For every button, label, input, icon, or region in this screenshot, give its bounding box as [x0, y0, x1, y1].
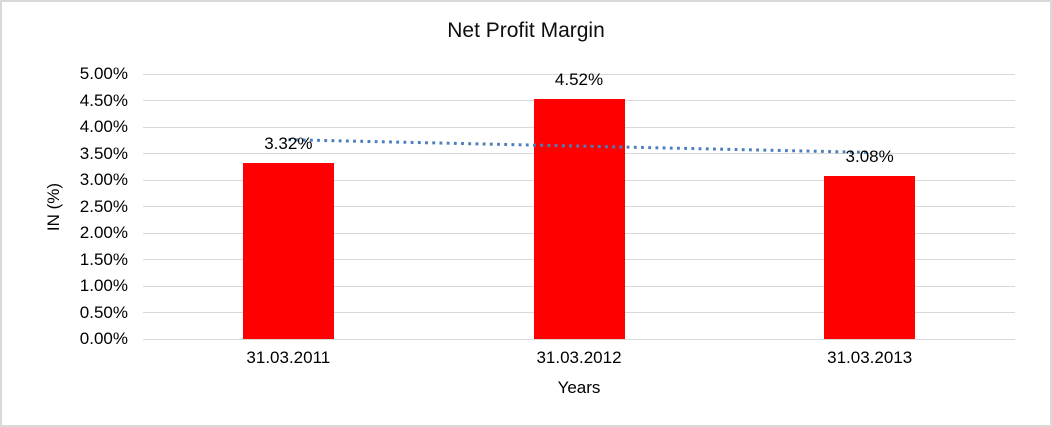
y-tick-label: 5.00%: [79, 64, 128, 83]
gridline: [143, 73, 1015, 75]
y-tick-label: 3.00%: [79, 170, 128, 189]
data-label-31.03.2011: 3.32%: [264, 134, 313, 154]
x-tick-label-31.03.2013: 31.03.2013: [827, 348, 913, 367]
y-tick-label: 3.50%: [79, 143, 128, 163]
y-tick-label: 0.00%: [79, 329, 128, 348]
bar-31.03.2013: [824, 175, 916, 339]
y-tick-label: 2.00%: [79, 223, 128, 242]
y-tick-label: 4.50%: [79, 90, 128, 110]
x-tick-label-31.03.2012: 31.03.2012: [536, 348, 622, 367]
x-axis-line: [143, 338, 1015, 340]
data-label-31.03.2013: 3.08%: [845, 146, 894, 166]
data-label-31.03.2012: 4.52%: [554, 70, 604, 90]
y-tick-label: 0.50%: [79, 302, 128, 322]
bar-31.03.2011: [242, 163, 334, 339]
y-tick-label: 1.50%: [79, 249, 128, 269]
x-axis-title: Years: [557, 378, 601, 397]
y-tick-label: 4.00%: [79, 117, 128, 136]
bar-31.03.2012: [533, 99, 625, 339]
chart-title: Net Profit Margin: [447, 19, 605, 42]
y-axis-title: IN (%): [44, 182, 63, 232]
x-tick-label-31.03.2011: 31.03.2011: [246, 348, 331, 367]
y-tick-label: 2.50%: [79, 196, 128, 216]
y-tick-label: 1.00%: [79, 276, 128, 295]
